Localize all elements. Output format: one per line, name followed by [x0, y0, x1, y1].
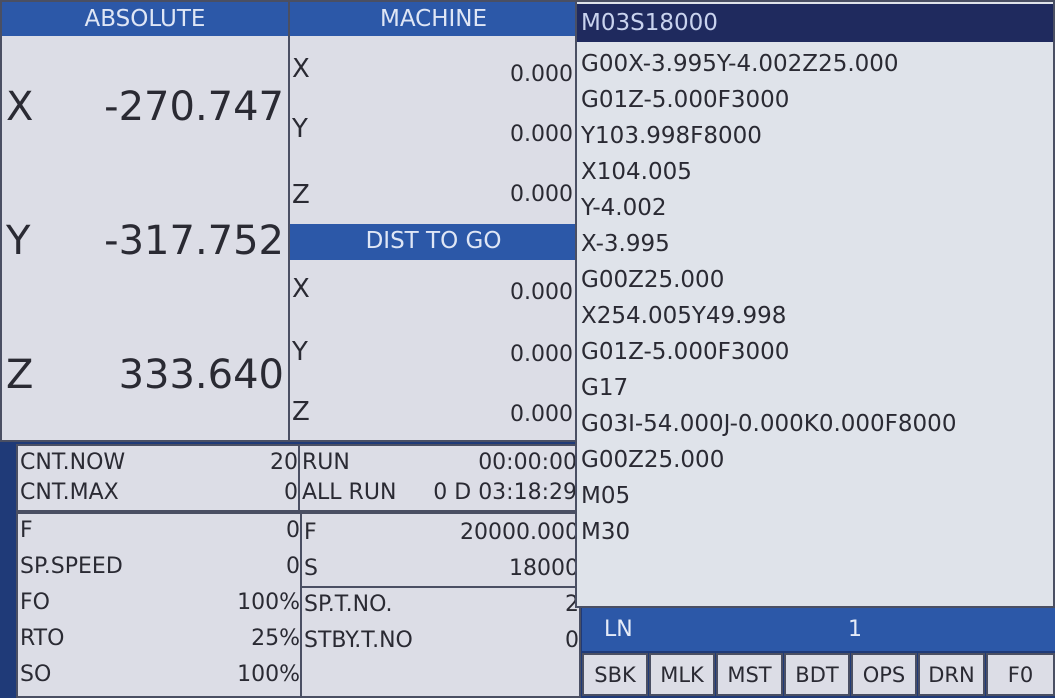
- f-cmd-row: F 20000.000: [304, 518, 579, 548]
- program-line: G03I-54.000J-0.000K0.000F8000: [581, 411, 957, 437]
- so-label: SO: [20, 662, 52, 687]
- cnt-now-row: CNT.NOW 20: [20, 448, 298, 478]
- fo-row: FO 100%: [20, 588, 300, 618]
- sp-tno-label: SP.T.NO.: [304, 592, 393, 617]
- mode-button-bdt[interactable]: BDT: [784, 653, 850, 696]
- run-value: 00:00:00: [478, 450, 577, 475]
- current-block: M03S18000: [577, 4, 1053, 42]
- program-line: G00Z25.000: [581, 267, 725, 293]
- tool-panel: SP.T.NO. 2 STBY.T.NO 0: [300, 586, 581, 698]
- mach-x-value: 0.000: [510, 62, 573, 87]
- cnt-max-row: CNT.MAX 0: [20, 478, 298, 508]
- stby-tno-row: STBY.T.NO 0: [304, 626, 579, 656]
- rto-row: RTO 25%: [20, 624, 300, 654]
- mode-button-sbk[interactable]: SBK: [582, 653, 648, 696]
- mode-button-mst[interactable]: MST: [716, 653, 783, 696]
- program-line: X254.005Y49.998: [581, 303, 787, 329]
- so-row: SO 100%: [20, 660, 300, 690]
- program-line: G17: [581, 375, 629, 401]
- fo-label: FO: [20, 590, 50, 615]
- rto-value: 25%: [251, 626, 300, 651]
- dist-to-go-header: DIST TO GO: [290, 224, 577, 260]
- mode-button-drn[interactable]: DRN: [918, 653, 985, 696]
- run-label: RUN: [302, 450, 350, 475]
- s-cmd-value: 18000: [509, 556, 579, 581]
- rto-label: RTO: [20, 626, 65, 651]
- sp-tno-row: SP.T.NO. 2: [304, 590, 579, 620]
- cnt-now-label: CNT.NOW: [20, 450, 126, 475]
- mode-button-mlk[interactable]: MLK: [649, 653, 715, 696]
- cnt-max-value: 0: [284, 480, 298, 505]
- abs-x-label: X: [6, 84, 34, 130]
- cnt-now-value: 20: [270, 450, 298, 475]
- ln-label: LN: [604, 617, 633, 642]
- machine-header: MACHINE: [290, 2, 577, 36]
- stby-tno-label: STBY.T.NO: [304, 628, 413, 653]
- sp-speed-row: SP.SPEED 0: [20, 552, 300, 582]
- abs-z-label: Z: [6, 352, 34, 398]
- f-value: 0: [286, 518, 300, 543]
- mach-x-label: X: [292, 54, 310, 84]
- mach-y-label: Y: [292, 114, 308, 144]
- f-cmd-label: F: [304, 520, 317, 545]
- mach-z-value: 0.000: [510, 182, 573, 207]
- program-line: G01Z-5.000F3000: [581, 339, 790, 365]
- run-panel: RUN 00:00:00 ALL RUN 0 D 03:18:29: [298, 444, 579, 512]
- program-line: Y103.998F8000: [581, 123, 762, 149]
- abs-x-value: -270.747: [104, 84, 284, 130]
- abs-z-value: 333.640: [118, 352, 284, 398]
- so-value: 100%: [237, 662, 300, 687]
- ln-value: 1: [848, 617, 862, 642]
- mode-button-ops[interactable]: OPS: [851, 653, 917, 696]
- dist-z-value: 0.000: [510, 402, 573, 427]
- program-line: M30: [581, 519, 631, 545]
- dist-y-value: 0.000: [510, 342, 573, 367]
- program-line: X-3.995: [581, 231, 670, 257]
- dist-x-label: X: [292, 274, 310, 304]
- all-run-row: ALL RUN 0 D 03:18:29: [302, 478, 577, 508]
- all-run-value: 0 D 03:18:29: [433, 480, 577, 505]
- program-line: G01Z-5.000F3000: [581, 87, 790, 113]
- mach-y-value: 0.000: [510, 122, 573, 147]
- fo-value: 100%: [237, 590, 300, 615]
- dist-z-label: Z: [292, 397, 310, 427]
- all-run-label: ALL RUN: [302, 480, 397, 505]
- absolute-header: ABSOLUTE: [2, 2, 288, 36]
- mach-z-label: Z: [292, 180, 310, 210]
- line-number-bar: LN 1: [582, 608, 1055, 651]
- program-line: G00Z25.000: [581, 447, 725, 473]
- f-cmd-value: 20000.000: [460, 520, 579, 545]
- feed-command-panel: F 20000.000 S 18000: [300, 512, 581, 588]
- program-line: G00X-3.995Y-4.002Z25.000: [581, 51, 899, 77]
- program-line: X104.005: [581, 159, 692, 185]
- stby-tno-value: 0: [565, 628, 579, 653]
- counter-panel: CNT.NOW 20 CNT.MAX 0: [16, 444, 300, 512]
- mode-button-f0[interactable]: F0: [986, 653, 1055, 696]
- sp-speed-label: SP.SPEED: [20, 554, 123, 579]
- run-row: RUN 00:00:00: [302, 448, 577, 478]
- sp-speed-value: 0: [286, 554, 300, 579]
- f-label: F: [20, 518, 33, 543]
- dist-y-label: Y: [292, 337, 308, 367]
- abs-y-value: -317.752: [104, 218, 284, 264]
- s-cmd-label: S: [304, 556, 318, 581]
- program-panel: M03S18000 G00X-3.995Y-4.002Z25.000 G01Z-5…: [575, 0, 1055, 608]
- machine-panel: MACHINE X 0.000 Y 0.000 Z 0.000 DIST TO …: [288, 0, 579, 442]
- program-line: M05: [581, 483, 631, 509]
- program-line: Y-4.002: [581, 195, 667, 221]
- absolute-panel: ABSOLUTE X -270.747 Y -317.752 Z 333.640: [0, 0, 290, 442]
- s-cmd-row: S 18000: [304, 554, 579, 584]
- cnt-max-label: CNT.MAX: [20, 480, 119, 505]
- dist-x-value: 0.000: [510, 280, 573, 305]
- abs-y-label: Y: [6, 218, 31, 264]
